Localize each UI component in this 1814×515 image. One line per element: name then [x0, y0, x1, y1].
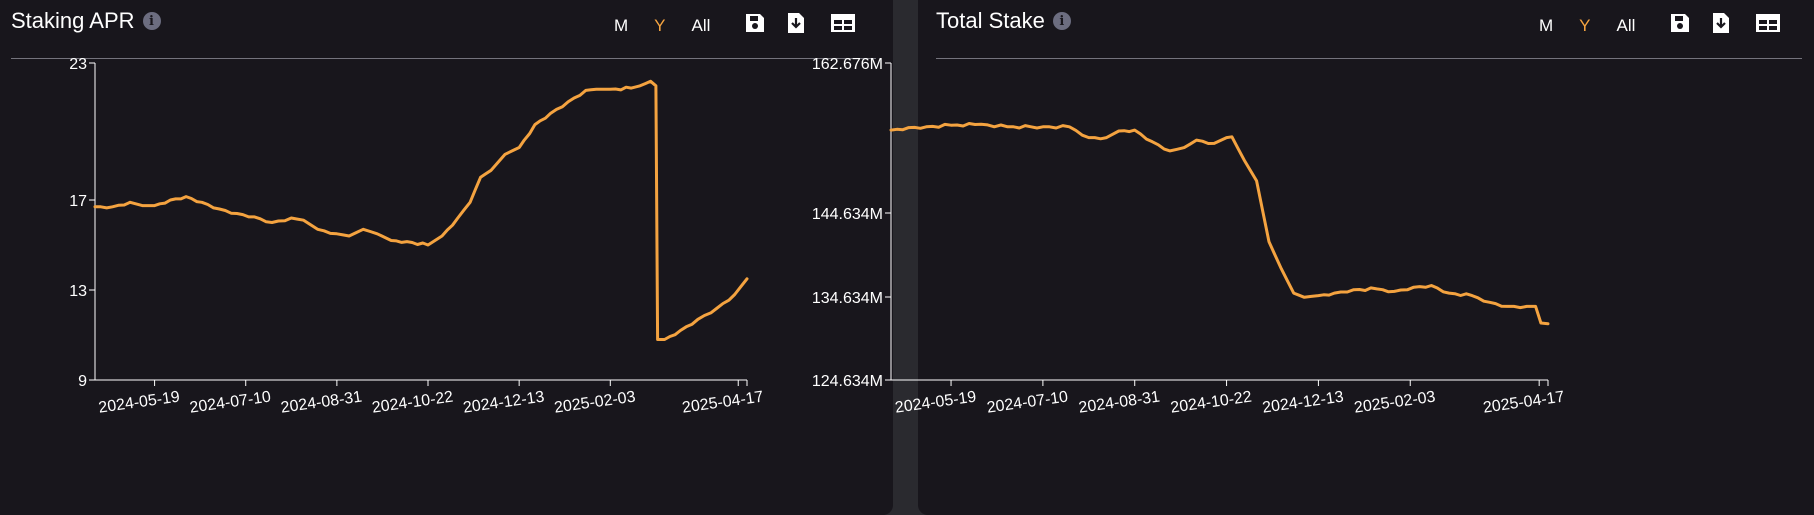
range-month-button[interactable]: M — [614, 15, 629, 35]
chart-toolbar: M Y All — [1539, 12, 1781, 39]
range-all-button[interactable]: All — [691, 15, 711, 35]
range-all-button[interactable]: All — [1616, 15, 1636, 35]
y-tick-label: 162.676M — [812, 56, 883, 73]
chart-title-container: Staking APR i — [11, 8, 161, 34]
series-line — [889, 122, 1550, 326]
header-divider — [11, 58, 876, 59]
x-tick-label: 2025-02-03 — [1353, 388, 1437, 416]
download-icon[interactable] — [786, 12, 806, 39]
y-tick-label: 134.634M — [812, 290, 883, 307]
chart-title: Total Stake — [936, 8, 1045, 33]
series-line — [93, 79, 749, 341]
x-tick-label: 2024-10-22 — [371, 388, 455, 416]
x-tick-label: 2024-07-10 — [986, 388, 1070, 416]
range-month-button[interactable]: M — [1539, 15, 1554, 35]
x-tick-label: 2024-08-31 — [1078, 388, 1162, 416]
info-icon[interactable]: i — [1052, 12, 1071, 30]
y-tick-label: 23 — [69, 56, 87, 73]
info-icon[interactable]: i — [142, 12, 161, 30]
chart-toolbar: M Y All — [614, 12, 856, 39]
x-tick-label: 2025-04-17 — [681, 388, 765, 416]
x-tick-label: 2024-08-31 — [280, 388, 364, 416]
x-tick-label: 2024-07-10 — [189, 388, 273, 416]
y-tick-label: 17 — [69, 193, 87, 210]
y-tick-label: 144.634M — [812, 206, 883, 223]
x-tick-label: 2024-12-13 — [462, 388, 546, 416]
x-tick-label: 2024-10-22 — [1169, 388, 1253, 416]
chart-title: Staking APR — [11, 8, 135, 33]
range-year-button[interactable]: Y — [654, 15, 666, 35]
table-icon[interactable] — [1755, 13, 1781, 38]
staking-apr-panel: Staking APR i M Y All 9 13 17 23 2024-05-19 2… — [0, 0, 893, 515]
range-year-button[interactable]: Y — [1579, 15, 1591, 35]
x-tick-label: 2024-12-13 — [1261, 388, 1345, 416]
x-tick-label: 2025-02-03 — [553, 388, 637, 416]
save-icon[interactable] — [744, 12, 766, 39]
x-tick-label: 2024-05-19 — [97, 388, 181, 416]
total-stake-panel: Total Stake i M Y All 124.634M 134.634M 14… — [812, 0, 1814, 515]
save-icon[interactable] — [1669, 12, 1691, 39]
x-tick-label: 2024-05-19 — [894, 388, 978, 416]
download-icon[interactable] — [1711, 12, 1731, 39]
chart-title-container: Total Stake i — [936, 8, 1071, 34]
y-tick-label: 124.634M — [812, 373, 883, 390]
table-icon[interactable] — [830, 13, 856, 38]
y-tick-label: 13 — [69, 283, 87, 300]
axes: 124.634M 134.634M 144.634M 162.676M 2024-05-… — [812, 56, 1566, 417]
x-tick-label: 2025-04-17 — [1482, 388, 1566, 416]
y-tick-label: 9 — [78, 373, 87, 390]
header-divider — [936, 58, 1802, 59]
total-stake-chart: 124.634M 134.634M 144.634M 162.676M 2024-05-… — [812, 56, 1566, 417]
